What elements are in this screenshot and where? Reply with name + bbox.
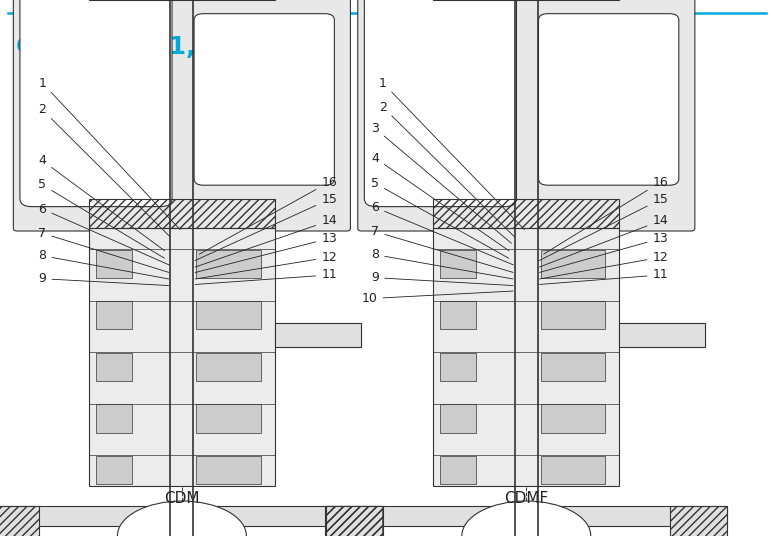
Bar	[440, 456, 476, 484]
Text: 2: 2	[39, 103, 170, 237]
Text: 14: 14	[539, 214, 668, 267]
Text: 4: 4	[372, 152, 509, 251]
Text: 11: 11	[195, 269, 337, 285]
Bar	[0, 506, 39, 536]
FancyBboxPatch shape	[365, 0, 516, 206]
Bar	[197, 353, 261, 381]
Bar	[440, 353, 476, 381]
Text: 3: 3	[372, 122, 512, 243]
Text: 13: 13	[539, 232, 668, 272]
Ellipse shape	[118, 501, 246, 536]
Text: 16: 16	[200, 176, 337, 254]
Bar	[326, 506, 727, 526]
Text: 5: 5	[39, 178, 164, 258]
Text: 7: 7	[39, 227, 169, 272]
FancyBboxPatch shape	[539, 14, 679, 185]
Bar	[540, 456, 605, 484]
Bar	[197, 404, 261, 433]
Bar	[670, 506, 727, 536]
Bar	[96, 456, 132, 484]
Text: 9: 9	[372, 271, 513, 286]
Text: 10: 10	[361, 291, 513, 305]
Text: 5: 5	[372, 177, 509, 258]
Text: 6: 6	[39, 203, 169, 265]
Text: 7: 7	[372, 225, 513, 272]
Bar	[433, 198, 619, 228]
Bar	[325, 506, 382, 536]
Text: CDM/CDMF1,3,5截面图: CDM/CDMF1,3,5截面图	[15, 35, 285, 59]
FancyBboxPatch shape	[20, 0, 172, 206]
Bar	[89, 198, 275, 228]
Text: CDMF: CDMF	[504, 491, 549, 506]
Text: 12: 12	[539, 251, 668, 279]
Text: 8: 8	[372, 248, 513, 279]
Bar	[96, 353, 132, 381]
Bar	[96, 301, 132, 330]
Text: 15: 15	[195, 193, 337, 260]
Bar	[0, 506, 382, 526]
Bar	[540, 250, 605, 278]
Bar	[275, 323, 361, 347]
Bar	[540, 404, 605, 433]
Bar	[96, 250, 132, 278]
Text: 1: 1	[379, 77, 525, 229]
Bar	[326, 506, 383, 536]
Bar	[440, 301, 476, 330]
Text: 14: 14	[195, 214, 337, 267]
Bar	[670, 506, 727, 536]
Bar	[89, 228, 275, 486]
FancyBboxPatch shape	[13, 0, 351, 231]
Text: 13: 13	[195, 232, 337, 272]
Text: 16: 16	[543, 176, 668, 254]
Text: 9: 9	[39, 272, 169, 286]
Bar	[619, 323, 705, 347]
Text: 12: 12	[195, 251, 337, 279]
Text: 15: 15	[539, 193, 669, 260]
Bar	[540, 301, 605, 330]
Text: 8: 8	[39, 249, 169, 279]
Bar	[326, 506, 383, 536]
Ellipse shape	[462, 501, 591, 536]
Text: CDM: CDM	[164, 491, 200, 506]
Text: 6: 6	[372, 201, 513, 265]
Text: 1: 1	[39, 77, 180, 229]
Bar	[540, 353, 605, 381]
Bar	[197, 301, 261, 330]
Bar	[0, 506, 39, 536]
FancyBboxPatch shape	[358, 0, 695, 231]
Text: 4: 4	[39, 154, 165, 251]
Text: 2: 2	[379, 101, 515, 237]
Bar	[197, 456, 261, 484]
Bar	[197, 250, 261, 278]
Bar	[325, 506, 382, 536]
Text: 11: 11	[539, 269, 668, 285]
Bar	[96, 404, 132, 433]
FancyBboxPatch shape	[194, 14, 334, 185]
Bar	[433, 228, 619, 486]
Bar	[440, 250, 476, 278]
Bar	[440, 404, 476, 433]
